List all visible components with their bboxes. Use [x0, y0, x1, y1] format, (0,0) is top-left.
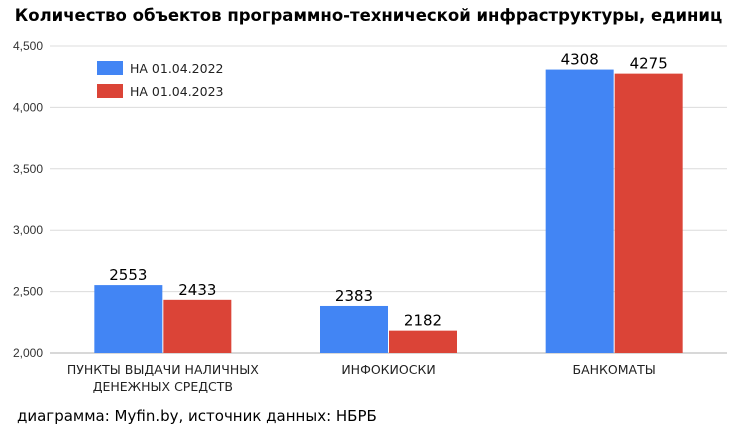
y-tick-label: 3,000 — [13, 223, 43, 237]
source-caption: диаграмма: Myfin.by, источник данных: НБ… — [17, 407, 377, 425]
bar — [545, 69, 614, 353]
y-tick-label: 4,000 — [13, 100, 43, 114]
data-label: 2182 — [404, 312, 442, 330]
y-tick-label: 4,500 — [13, 39, 43, 53]
legend-swatch — [97, 61, 123, 75]
legend-label: НА 01.04.2022 — [130, 61, 224, 76]
data-label: 4308 — [561, 51, 599, 69]
legend-label: НА 01.04.2023 — [130, 84, 224, 99]
x-tick-label: ИНФОКИОСКИ — [341, 362, 435, 377]
bar — [614, 73, 683, 353]
data-label: 2433 — [178, 281, 216, 299]
y-tick-label: 3,500 — [13, 162, 43, 176]
bar — [320, 305, 388, 353]
data-label: 2553 — [109, 266, 147, 284]
data-label: 2383 — [335, 287, 373, 305]
y-tick-label: 2,500 — [13, 285, 43, 299]
bar — [389, 330, 457, 353]
x-tick-label: ДЕНЕЖНЫХ СРЕДСТВ — [93, 379, 233, 394]
bar — [163, 299, 232, 353]
legend-swatch — [97, 84, 123, 98]
x-tick-label: БАНКОМАТЫ — [573, 362, 656, 377]
y-tick-label: 2,000 — [13, 346, 43, 360]
data-label: 4275 — [630, 55, 668, 73]
chart-title: Количество объектов программно-техническ… — [14, 6, 723, 25]
x-tick-label: ПУНКТЫ ВЫДАЧИ НАЛИЧНЫХ — [67, 362, 259, 377]
bar — [94, 285, 163, 353]
